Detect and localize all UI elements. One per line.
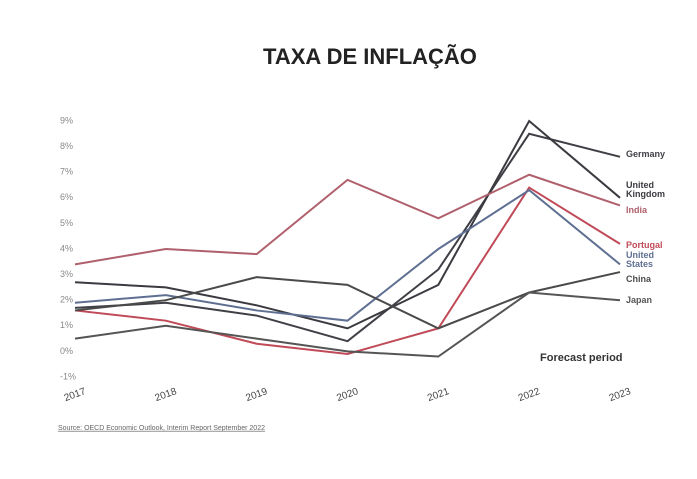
y-tick-label: 4% [60, 243, 73, 253]
legend-text: United Kingdom [626, 181, 665, 199]
legend-label: China [626, 275, 652, 284]
annotation: Forecast period [540, 352, 623, 364]
x-tick-label: 2017 [63, 386, 88, 404]
legend-label: Japan [626, 296, 653, 305]
x-tick-label: 2020 [335, 386, 360, 404]
series-line [74, 119, 621, 330]
y-tick-label: 8% [60, 141, 73, 151]
chart-title: TAXA DE INFLAÇÃO [263, 44, 477, 69]
series-line [74, 132, 621, 343]
series-line [74, 291, 621, 358]
y-tick-label: 3% [60, 269, 73, 279]
legend-text: Japan [626, 296, 653, 305]
x-tick-label: 2022 [517, 386, 542, 404]
legend-label: Germany [626, 150, 666, 159]
x-tick-label: 2018 [154, 386, 179, 404]
y-tick-label: 2% [60, 295, 73, 305]
x-tick-label: 2023 [608, 386, 633, 404]
y-tick-label: 0% [60, 346, 73, 356]
legend-label: United States [626, 251, 654, 269]
series-line [74, 188, 621, 322]
y-tick-label: 6% [60, 192, 73, 202]
y-tick-label: 1% [60, 320, 73, 330]
x-tick-label: 2021 [426, 386, 451, 404]
legend-text: China [626, 275, 652, 284]
legend-label: Portugal [626, 241, 663, 250]
legend-text: United States [626, 251, 654, 269]
series-line [74, 186, 621, 355]
y-tick-label: 5% [60, 218, 73, 228]
legend-text: India [626, 206, 648, 215]
series-line [74, 173, 621, 266]
legend-text: Germany [626, 150, 666, 159]
y-tick-label: 7% [60, 167, 73, 177]
legend-text: Portugal [626, 241, 663, 250]
y-tick-label: -1% [60, 371, 76, 381]
legend-label: United Kingdom [626, 181, 665, 199]
y-tick-label: 9% [60, 115, 73, 125]
x-tick-label: 2019 [244, 386, 269, 404]
legend-label: India [626, 206, 648, 215]
source: Source: OECD Economic Outlook, Interim R… [58, 425, 265, 432]
